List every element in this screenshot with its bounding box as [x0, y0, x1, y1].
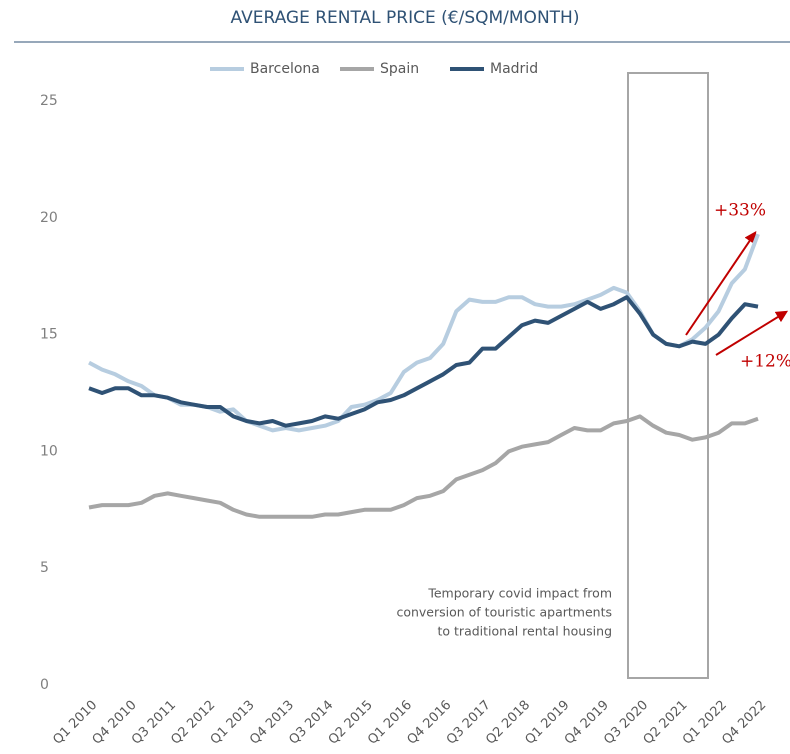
y-tick-label: 25 — [40, 93, 58, 109]
y-tick-label: 15 — [40, 327, 58, 343]
y-tick-label: 20 — [40, 210, 58, 226]
note: to traditional rental housing — [438, 624, 613, 639]
legend-label: Spain — [380, 61, 419, 77]
chart-title: AVERAGE RENTAL PRICE (€/SQM/MONTH) — [231, 8, 580, 28]
note: conversion of touristic apartments — [396, 605, 612, 620]
legend-label: Madrid — [490, 61, 538, 77]
note: Temporary covid impact from — [427, 586, 612, 601]
y-tick-label: 5 — [40, 560, 49, 576]
line — [88, 414, 759, 519]
annotation: +12% — [740, 352, 790, 372]
y-tick-label: 10 — [40, 443, 58, 459]
legend-label: Barcelona — [250, 61, 320, 77]
y-tick-label: 0 — [40, 677, 49, 693]
line — [88, 233, 760, 433]
line — [88, 295, 759, 428]
annotation: +33% — [714, 201, 766, 221]
covid-box — [627, 72, 709, 679]
arrow — [715, 310, 789, 356]
arrow — [685, 231, 757, 336]
